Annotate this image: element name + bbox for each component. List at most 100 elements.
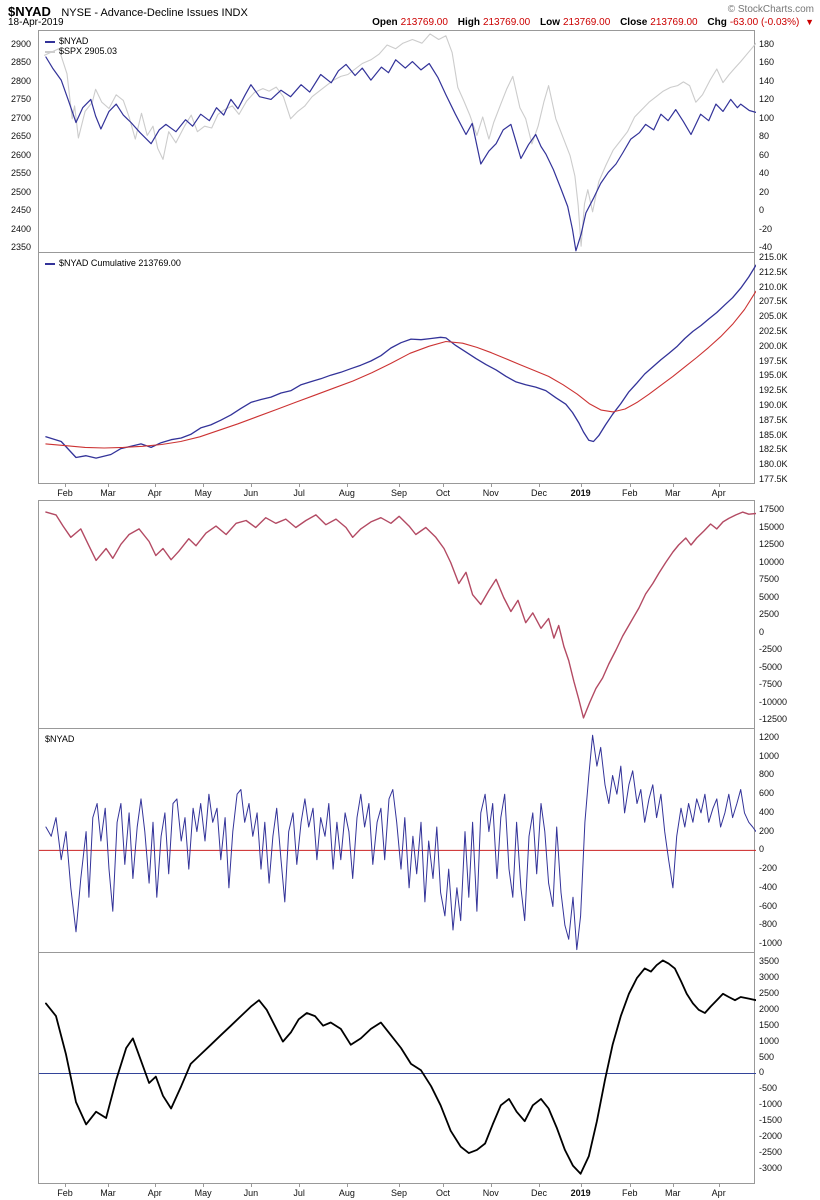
- y-axis-tick-label: 202.5K: [759, 326, 788, 336]
- x-axis-label: Mar: [665, 488, 681, 498]
- y-axis-tick-label: 120: [759, 94, 775, 104]
- y-axis-tick-label: 1200: [759, 732, 780, 742]
- chart-date: 18-Apr-2019: [8, 17, 64, 28]
- y-axis-tick-label: -600: [759, 901, 778, 911]
- chart-header: $NYAD NYSE - Advance-Decline Issues INDX…: [0, 0, 820, 30]
- symbol-title: $NYAD: [8, 4, 51, 19]
- x-axis-row-top: Feb Mar Apr May Jun Jul Aug Sep Oct Nov Dec 2019 Feb…: [0, 483, 820, 500]
- cumulative-plot-area: [38, 252, 757, 483]
- y-axis-tick-label: 2700: [10, 113, 31, 123]
- y-axis-tick-label: -12500: [759, 714, 788, 724]
- y-axis-tick-label: -1000: [759, 938, 783, 948]
- y-axis-tick-label: 5000: [759, 592, 780, 602]
- x-axis-labels: Feb Mar Apr May Jun Jul Aug Sep Oct Nov Dec 2019 Feb…: [38, 1183, 755, 1200]
- x-axis-tick: [154, 484, 156, 487]
- price-legend: $NYAD $SPX 2905.03: [45, 36, 117, 56]
- x-axis-tick: [580, 1184, 582, 1187]
- nyad-daily-svg: [39, 734, 757, 951]
- cumulative-legend: $NYAD Cumulative 213769.00: [45, 258, 181, 268]
- x-axis-label: May: [194, 488, 212, 498]
- x-axis-label: May: [194, 1188, 212, 1198]
- x-axis-label: Dec: [530, 1188, 548, 1198]
- y-axis-tick-label: 190.0K: [759, 400, 788, 410]
- symbol-description: NYSE - Advance-Decline Issues INDX: [61, 7, 248, 19]
- y-axis-tick-label: 1000: [759, 1036, 780, 1046]
- y-axis-tick-label: -10000: [759, 697, 788, 707]
- y-axis-tick-label: 2350: [10, 242, 31, 252]
- y-axis-tick-label: 60: [759, 150, 770, 160]
- x-axis-label: Aug: [338, 488, 355, 498]
- y-axis-tick-label: 1000: [759, 751, 780, 761]
- y-axis-tick-label: 2400: [10, 224, 31, 234]
- y-axis-tick-label: 80: [759, 131, 770, 141]
- open-value: 213769.00: [400, 17, 448, 28]
- y-axis-tick-label: 17500: [759, 504, 785, 514]
- x-axis-tick: [108, 1184, 109, 1187]
- down-arrow-icon: ▼: [805, 17, 814, 27]
- x-axis-tick: [299, 484, 301, 487]
- cumulative-right-axis: 215.0K 212.5K 210.0K 207.5K 205.0K 202.5K 200.…: [755, 252, 820, 484]
- y-axis-tick-label: 500: [759, 1052, 775, 1062]
- x-axis-labels: Feb Mar Apr May Jun Jul Aug Sep Oct Nov Dec 2019 Feb…: [38, 483, 755, 500]
- y-axis-tick-label: 180: [759, 39, 775, 49]
- legend-swatch: [45, 50, 55, 53]
- legend-item: $NYAD Cumulative 213769.00: [45, 258, 181, 268]
- y-axis-tick-label: 20: [759, 187, 770, 197]
- y-axis-tick-label: -200: [759, 863, 778, 873]
- y-axis-tick-label: 2450: [10, 205, 31, 215]
- y-axis-tick-label: 2500: [759, 609, 780, 619]
- y-axis-tick-label: -3000: [759, 1163, 783, 1173]
- panel-nyad-daily: 1200 1000 800 600 400 200 0 -200 -400 -600 -800 -10…: [0, 728, 820, 952]
- daily-plot-area: [38, 728, 757, 952]
- y-axis-tick-label: -800: [759, 919, 778, 929]
- panel-nyad-cumulative: 215.0K 212.5K 210.0K 207.5K 205.0K 202.5K 200.…: [0, 252, 820, 484]
- x-axis-tick: [718, 484, 720, 487]
- panel-nyad-smoothed: 3500 3000 2500 2000 1500 1000 500 0 -500 -1000 -15…: [0, 952, 820, 1183]
- x-axis-label: Nov: [482, 488, 499, 498]
- nyad-cumulative-svg: [45, 264, 757, 459]
- y-axis-tick-label: 195.0K: [759, 370, 788, 380]
- legend-item: $NYAD: [45, 734, 74, 744]
- price-plot-area: [38, 30, 757, 252]
- x-axis-tick: [108, 484, 109, 487]
- y-axis-tick-label: 600: [759, 788, 775, 798]
- x-axis-label: Aug: [338, 1188, 355, 1198]
- daily-right-axis: 1200 1000 800 600 400 200 0 -200 -400 -600 -800 -10…: [755, 728, 820, 952]
- x-axis-label: Feb: [622, 488, 638, 498]
- x-axis-label: Mar: [100, 1188, 116, 1198]
- y-axis-tick-label: 210.0K: [759, 282, 788, 292]
- y-axis-tick-label: 1500: [759, 1020, 780, 1030]
- x-axis-tick: [629, 1184, 631, 1187]
- y-axis-tick-label: 0: [759, 844, 765, 854]
- x-axis-tick: [490, 1184, 492, 1187]
- y-axis-tick-label: -2500: [759, 1147, 783, 1157]
- low-label: Low: [540, 17, 560, 28]
- y-axis-tick-label: -1500: [759, 1115, 783, 1125]
- nyad-rolling-sum-svg: [45, 511, 757, 719]
- rolling-sum-right-axis: 17500 15000 12500 10000 7500 5000 2500 0 -2500 -5…: [755, 500, 820, 728]
- legend-label: $NYAD Cumulative 213769.00: [59, 258, 181, 268]
- high-label: High: [457, 17, 480, 28]
- price-left-axis: 2900 2850 2800 2750 2700 2650 2600 2550 2500 2450…: [0, 30, 36, 252]
- y-axis-tick-label: 100: [759, 113, 775, 123]
- close-value: 213769.00: [650, 17, 698, 28]
- legend-item: $NYAD: [45, 36, 117, 46]
- x-axis-label: Sep: [390, 1188, 408, 1198]
- x-axis-label: Dec: [530, 488, 548, 498]
- x-axis-label: Oct: [435, 488, 451, 498]
- y-axis-tick-label: 205.0K: [759, 311, 788, 321]
- y-axis-tick-label: 140: [759, 76, 775, 86]
- x-axis-tick: [672, 1184, 674, 1187]
- panel-nyad-rolling-sum: 17500 15000 12500 10000 7500 5000 2500 0 -2500 -5…: [0, 500, 820, 728]
- y-axis-tick-label: -400: [759, 882, 778, 892]
- x-axis-tick: [203, 1184, 205, 1187]
- y-axis-tick-label: -2000: [759, 1131, 783, 1141]
- x-axis-tick: [672, 484, 674, 487]
- x-axis-tick: [443, 1184, 444, 1187]
- nyad-smoothed-svg: [39, 959, 757, 1175]
- x-axis-tick: [399, 484, 400, 487]
- chg-label: Chg: [707, 17, 727, 28]
- y-axis-tick-label: 7500: [759, 574, 780, 584]
- y-axis-tick-label: -5000: [759, 662, 783, 672]
